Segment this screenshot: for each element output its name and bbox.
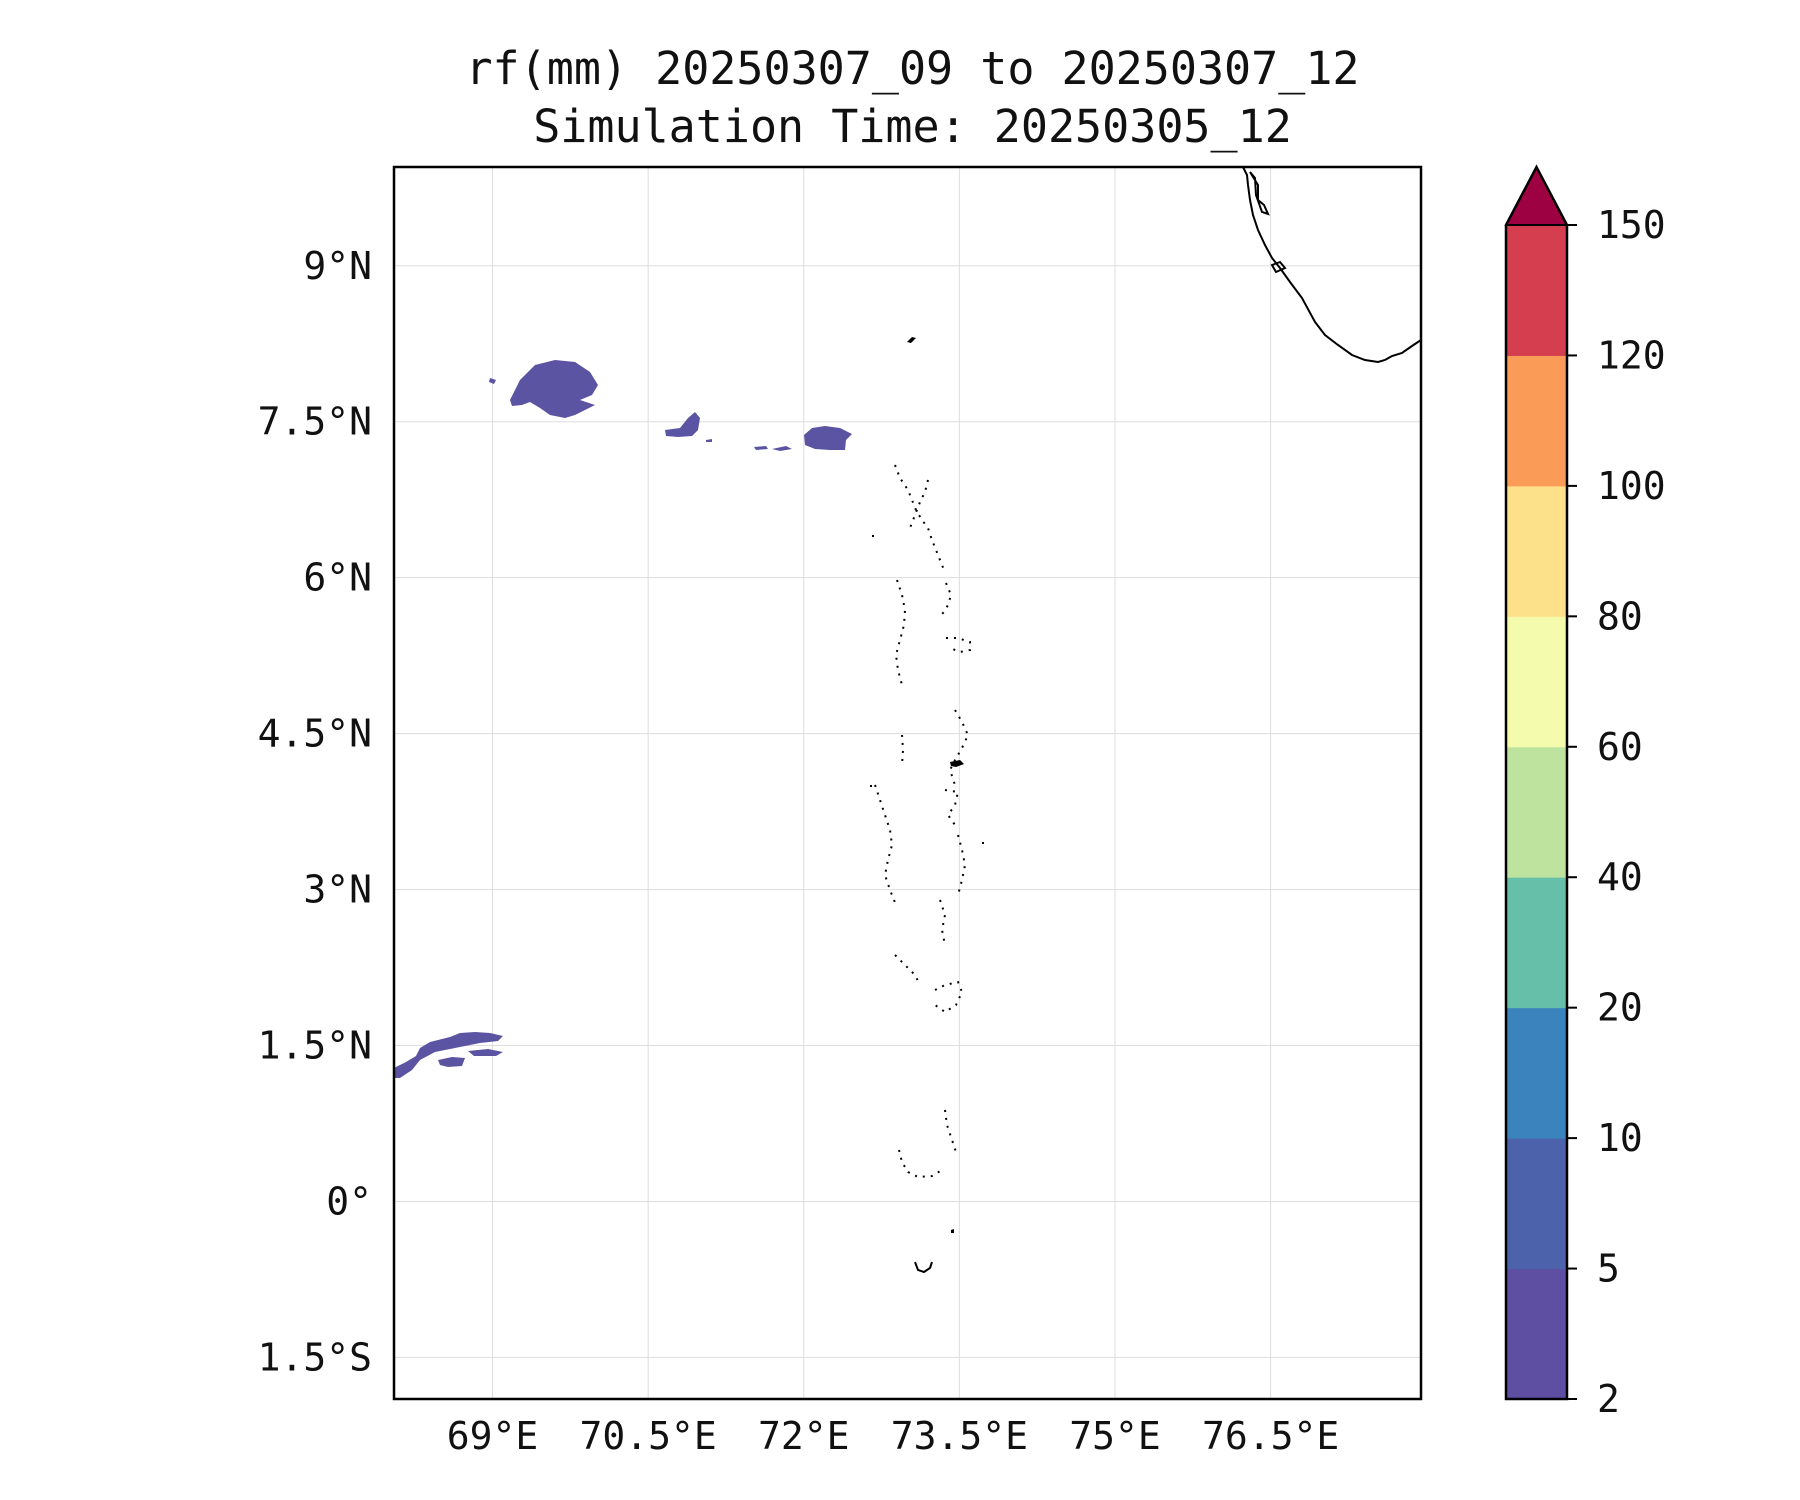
lon-tick-label: 75°E: [1069, 1414, 1161, 1458]
colorbar-band: [1506, 225, 1567, 356]
lat-tick-label: 7.5°N: [258, 400, 372, 444]
island: [872, 535, 874, 537]
atoll-outline: [894, 579, 907, 686]
rain-patch: [772, 446, 792, 451]
atoll-outline: [937, 582, 953, 619]
island: [870, 785, 872, 787]
colorbar-tick-label: 150: [1597, 203, 1666, 247]
title-line-1: rf(mm) 20250307_09 to 20250307_12: [465, 42, 1360, 95]
colorbar-tick-label: 120: [1597, 333, 1666, 377]
rain-patch: [394, 1032, 503, 1078]
colorbar-band: [1506, 877, 1567, 1009]
island: [950, 760, 964, 767]
colorbar-tick-label: 10: [1597, 1116, 1643, 1160]
lon-tick-label: 69°E: [447, 1414, 539, 1458]
colorbar-tick-label: 60: [1597, 725, 1643, 769]
colorbar-band: [1506, 1138, 1567, 1270]
atoll-outline: [944, 789, 960, 826]
india-coastline: [1242, 167, 1421, 364]
title-line-2: Simulation Time: 20250305_12: [533, 100, 1292, 153]
longitude-ticks: 69°E 70.5°E 72°E 73.5°E 75°E 76.5°E: [447, 1414, 1339, 1458]
rainfall-field: [394, 360, 852, 1078]
rain-patch: [706, 439, 712, 442]
lat-tick-label: 1.5°S: [258, 1335, 372, 1379]
colorbar-tick-label: 2: [1597, 1377, 1620, 1421]
coastlines: [870, 167, 1421, 1274]
island: [1270, 260, 1287, 274]
island: [982, 842, 984, 844]
lat-tick-label: 9°N: [303, 244, 372, 288]
lon-tick-label: 72°E: [758, 1414, 850, 1458]
atoll-outline: [901, 734, 905, 766]
lon-tick-label: 76.5°E: [1202, 1414, 1339, 1458]
colorbar-tick-label: 5: [1597, 1247, 1620, 1291]
rain-patch: [510, 360, 598, 418]
colorbar-tick-label: 20: [1597, 986, 1643, 1030]
colorbar-band: [1506, 355, 1567, 487]
island: [1249, 171, 1270, 216]
island: [907, 337, 916, 343]
atoll-outline: [914, 1261, 933, 1274]
colorbar-tick-label: 40: [1597, 855, 1643, 899]
map-frame: [392, 165, 1423, 1401]
graticule: [394, 167, 1421, 1399]
rain-patch: [665, 412, 700, 437]
lat-tick-label: 3°N: [303, 868, 372, 912]
rain-patch: [754, 446, 768, 450]
colorbar-ticks: 2 5 10 20 40 60 80 100 120 150: [1567, 203, 1666, 1421]
colorbar-tick-label: 100: [1597, 464, 1666, 508]
rain-patch: [468, 1049, 503, 1056]
atoll-outline: [894, 954, 921, 986]
colorbar-band: [1506, 1268, 1567, 1400]
map-title: rf(mm) 20250307_09 to 20250307_12 Simula…: [395, 40, 1430, 156]
rain-patch: [804, 426, 852, 450]
atoll-outline: [909, 479, 929, 529]
lon-tick-label: 73.5°E: [891, 1414, 1028, 1458]
colorbar-band: [1506, 485, 1567, 617]
colorbar-band: [1506, 616, 1567, 748]
colorbar-outline: [1504, 164, 1569, 1401]
colorbar-band: [1506, 1007, 1567, 1139]
lat-tick-label: 6°N: [303, 556, 372, 600]
colorbar-tick-label: 80: [1597, 594, 1643, 638]
colorbar-band: [1506, 746, 1567, 878]
map-panel: 69°E 70.5°E 72°E 73.5°E 75°E 76.5°E 9°N 7.5°N 6…: [258, 165, 1423, 1458]
rain-patch: [438, 1057, 465, 1067]
atoll-outline: [946, 637, 971, 654]
rain-patch: [489, 378, 496, 384]
map-background: [394, 167, 1421, 1399]
colorbar-bands: [1506, 225, 1567, 1400]
colorbar-extend-arrow: [1504, 164, 1569, 226]
island: [951, 1229, 954, 1233]
lat-tick-label: 1.5°N: [258, 1024, 372, 1068]
latitude-ticks: 9°N 7.5°N 6°N 4.5°N 3°N 1.5°N 0° 1.5°S: [258, 244, 372, 1380]
lat-tick-label: 4.5°N: [258, 712, 372, 756]
lat-tick-label: 0°: [326, 1179, 372, 1223]
colorbar: 2 5 10 20 40 60 80 100 120 150: [1504, 164, 1666, 1421]
lon-tick-label: 70.5°E: [580, 1414, 717, 1458]
